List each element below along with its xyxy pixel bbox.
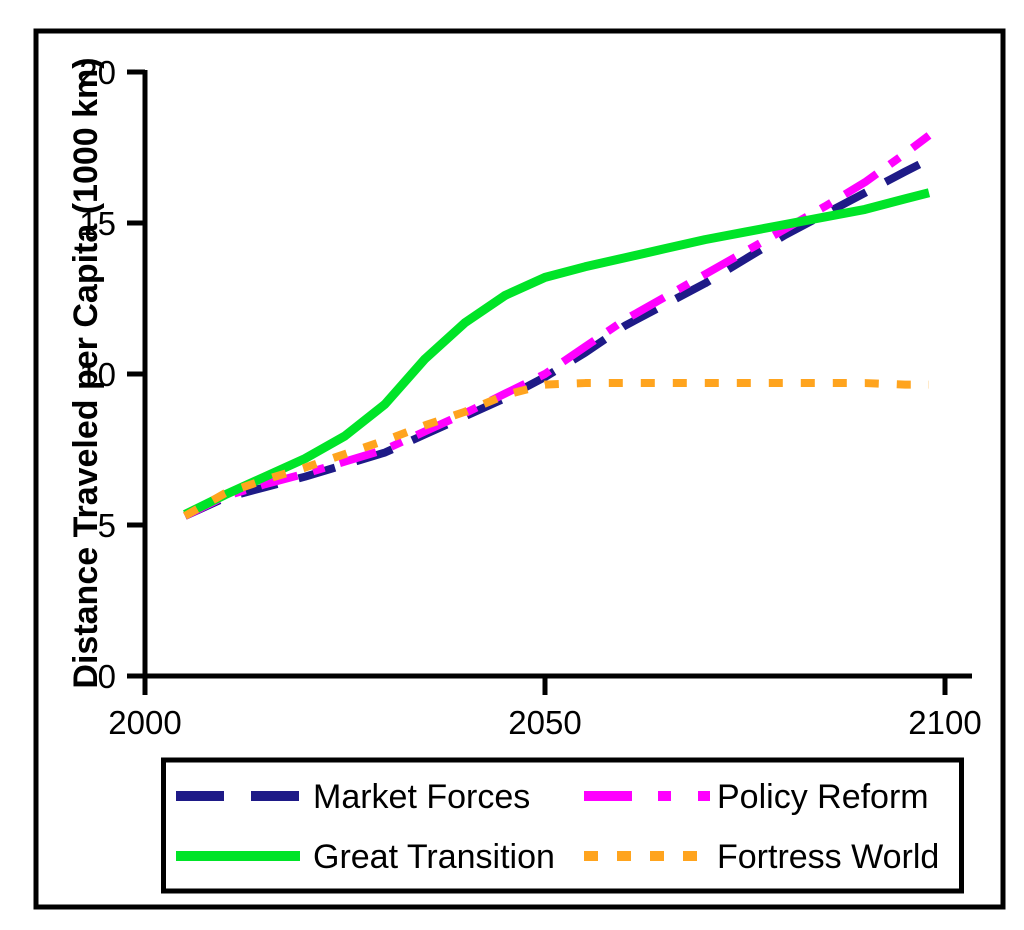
series-line-fortress-world (183, 379, 929, 520)
legend: Market Forces Policy Reform Great Transiti… (161, 757, 964, 894)
legend-border (161, 757, 964, 894)
y-tick-label-5: 5 (98, 507, 116, 544)
axis-ticks: 0 5 10 15 20 2000 2050 2100 (79, 54, 981, 741)
series-line-market-forces (183, 156, 931, 520)
y-tick-label-15: 15 (79, 205, 116, 242)
y-axis-title: Distance Traveled per Capita (1000 km) (67, 57, 105, 688)
y-tick-label-0: 0 (98, 658, 116, 695)
legend-label-great-transition: Great Transition (313, 838, 555, 876)
legend-items: Market Forces Policy Reform Great Transiti… (176, 778, 939, 876)
x-tick-label-2100: 2100 (908, 704, 981, 741)
y-tick-label-20: 20 (79, 54, 116, 91)
axes (142, 70, 972, 679)
legend-label-policy-reform: Policy Reform (717, 778, 929, 816)
series-line-policy-reform (183, 132, 932, 520)
series-line-great-transition (183, 188, 931, 519)
x-tick-label-2050: 2050 (508, 704, 581, 741)
legend-label-market-forces: Market Forces (313, 778, 530, 816)
figure-border (33, 28, 1006, 910)
legend-label-fortress-world: Fortress World (717, 838, 939, 876)
x-tick-label-2000: 2000 (108, 704, 181, 741)
y-tick-label-10: 10 (79, 356, 116, 393)
plot-series (183, 132, 932, 520)
